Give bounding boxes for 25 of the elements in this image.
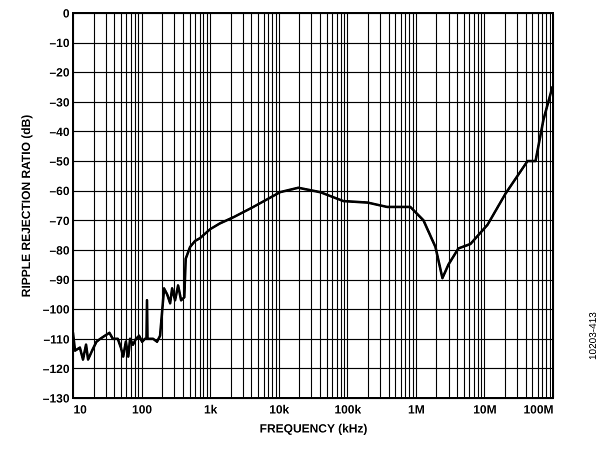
y-axis-title: RIPPLE REJECTION RATIO (dB) xyxy=(18,114,33,298)
y-tick-label: –100 xyxy=(42,302,70,317)
x-tick-label: 100 xyxy=(132,402,152,416)
y-tick-label: –50 xyxy=(49,154,70,169)
x-tick-label: 10M xyxy=(473,402,497,416)
x-tick-label: 100k xyxy=(334,402,362,416)
y-tick-label: –60 xyxy=(49,184,70,198)
y-tick-label: –130 xyxy=(42,392,70,406)
y-tick-label: –20 xyxy=(49,66,70,80)
x-axis-title: FREQUENCY (kHz) xyxy=(260,422,368,436)
x-tick-label: 1M xyxy=(408,402,425,416)
y-tick-label: –110 xyxy=(43,332,70,346)
y-tick-label: –40 xyxy=(49,124,70,139)
y-tick-label: –90 xyxy=(49,273,70,288)
x-tick-label: 10k xyxy=(269,402,290,416)
y-tick-label: –10 xyxy=(49,36,70,50)
x-tick-label: 100M xyxy=(523,402,554,416)
x-tick-label: 10 xyxy=(74,402,88,416)
y-tick-label: –120 xyxy=(42,362,70,376)
x-tick-label: 1k xyxy=(204,402,218,416)
text: 10203-413 xyxy=(588,312,599,360)
y-tick-label: 0 xyxy=(62,6,70,20)
y-tick-label: –70 xyxy=(49,214,70,228)
y-tick-label: –30 xyxy=(49,95,70,110)
y-tick-label: –80 xyxy=(49,243,70,258)
